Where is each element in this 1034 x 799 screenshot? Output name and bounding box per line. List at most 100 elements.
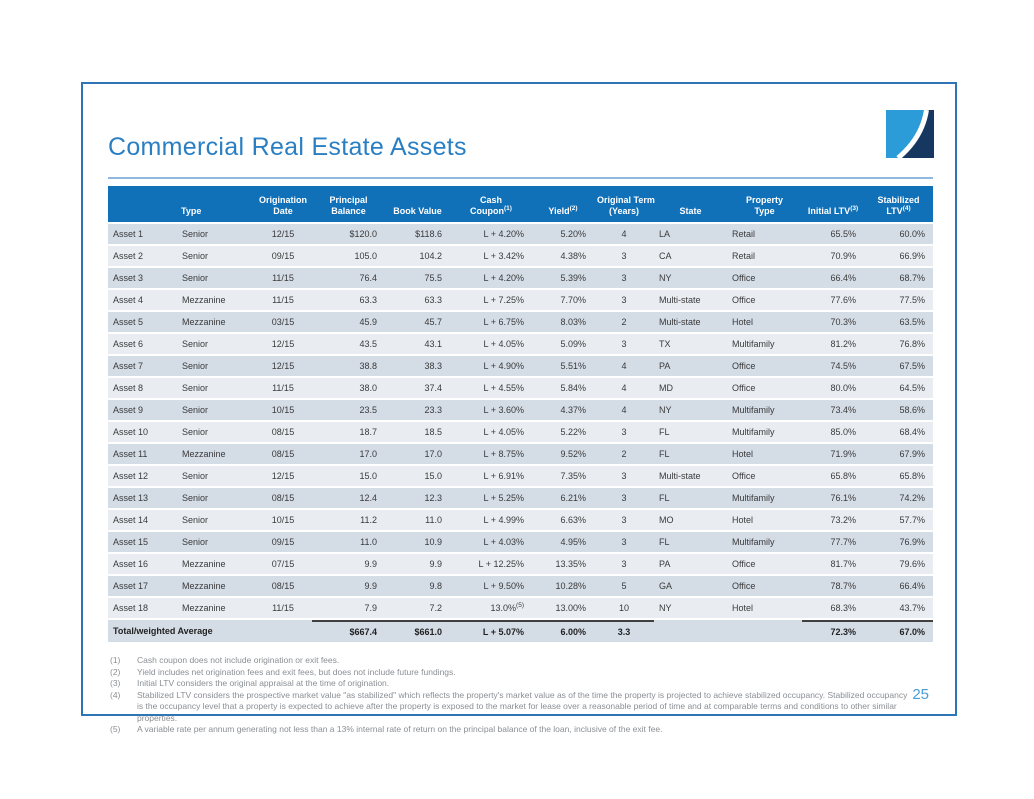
cell-value: 17.0 bbox=[424, 449, 442, 459]
cell-state: PA bbox=[654, 554, 727, 574]
cell-value: NY bbox=[659, 405, 672, 415]
cell-property: Hotel bbox=[727, 312, 802, 332]
cell-yield: 13.00% bbox=[532, 598, 594, 618]
cell-date: 08/15 bbox=[254, 422, 312, 442]
cell-principal: 15.0 bbox=[312, 466, 385, 486]
cell-date: 08/15 bbox=[254, 576, 312, 596]
assets-table: Type Origination Date Principal Balance Book … bbox=[108, 184, 933, 644]
cell-asset: Asset 8 bbox=[108, 378, 177, 398]
cell-coupon: L + 6.91% bbox=[450, 466, 532, 486]
cell-value: 72.3% bbox=[830, 627, 856, 637]
cell-value: Senior bbox=[182, 515, 209, 525]
cell-state: Multi-state bbox=[654, 466, 727, 486]
cell-value: Mezzanine bbox=[182, 603, 226, 613]
cell-value: Asset 11 bbox=[113, 449, 148, 459]
cell-value: 76.9% bbox=[899, 537, 925, 547]
footnote-text: Stabilized LTV considers the prospective… bbox=[137, 689, 908, 723]
cell-value: L + 9.50% bbox=[483, 581, 524, 591]
table-row: Asset 18 Mezzanine 11/15 7.9 7.2 13.0%(5) 13.0… bbox=[108, 598, 933, 618]
cell-term: 4 bbox=[594, 378, 654, 398]
cell-value: 10/15 bbox=[271, 515, 295, 525]
table-header-row: Type Origination Date Principal Balance Book … bbox=[108, 186, 933, 222]
cell-asset: Asset 1 bbox=[108, 224, 177, 244]
cell-state: FL bbox=[654, 488, 727, 508]
cell-value: Mezzanine bbox=[182, 449, 226, 459]
cell-value: LA bbox=[659, 229, 671, 239]
cell-yield: 9.52% bbox=[532, 444, 594, 464]
cell-yield: 10.28% bbox=[532, 576, 594, 596]
cell-property: Multifamily bbox=[727, 488, 802, 508]
cell-stabilized_ltv: 60.0% bbox=[864, 224, 933, 244]
cell-value: 76.4 bbox=[359, 273, 377, 283]
cell-term: 4 bbox=[594, 224, 654, 244]
cell-value: 45.9 bbox=[359, 317, 377, 327]
cell-date: 08/15 bbox=[254, 444, 312, 464]
footnote-text: Yield includes net origination fees and … bbox=[137, 666, 456, 677]
cell-value: 2 bbox=[621, 449, 627, 459]
cell-term: 3 bbox=[594, 268, 654, 288]
cell-value: 64.5% bbox=[899, 383, 925, 393]
col-header-label: Coupon bbox=[470, 206, 505, 216]
cell-asset: Asset 12 bbox=[108, 466, 177, 486]
cell-state: PA bbox=[654, 356, 727, 376]
cell-value: 81.2% bbox=[830, 339, 856, 349]
total-row: Total/weighted Average $667.4 $661.0 L + 5.… bbox=[108, 620, 933, 642]
cell-state: CA bbox=[654, 246, 727, 266]
cell-value: 17.0 bbox=[359, 449, 377, 459]
cell-value: Asset 4 bbox=[113, 295, 144, 305]
cell-value: 63.5% bbox=[899, 317, 925, 327]
cell-stabilized_ltv: 67.0% bbox=[864, 620, 933, 642]
cell-coupon: L + 4.20% bbox=[450, 224, 532, 244]
cell-value: 45.7 bbox=[424, 317, 442, 327]
cell-state: Multi-state bbox=[654, 290, 727, 310]
cell-value: 03/15 bbox=[271, 317, 295, 327]
cell-value: 67.0% bbox=[899, 627, 925, 637]
cell-value: Asset 18 bbox=[113, 603, 149, 613]
cell-value: Mezzanine bbox=[182, 581, 226, 591]
table-row: Asset 4 Mezzanine 11/15 63.3 63.3 L + 7.25% 7.… bbox=[108, 290, 933, 310]
cell-date: 09/15 bbox=[254, 246, 312, 266]
cell-initial_ltv: 66.4% bbox=[802, 268, 864, 288]
cell-value: Senior bbox=[182, 383, 209, 393]
cell-yield: 7.35% bbox=[532, 466, 594, 486]
cell-initial_ltv: 73.4% bbox=[802, 400, 864, 420]
cell-value: 68.3% bbox=[830, 603, 856, 613]
table-row: Asset 2 Senior 09/15 105.0 104.2 L + 3.42% 4.3… bbox=[108, 246, 933, 266]
cell-principal: 7.9 bbox=[312, 598, 385, 618]
cell-value: 15.0 bbox=[424, 471, 442, 481]
cell-book: 10.9 bbox=[385, 532, 450, 552]
cell-value: Retail bbox=[732, 229, 756, 239]
cell-principal: 38.8 bbox=[312, 356, 385, 376]
cell-principal: $667.4 bbox=[312, 620, 385, 642]
cell-term: 5 bbox=[594, 576, 654, 596]
table-body: Asset 1 Senior 12/15 $120.0 $118.6 L + 4.20% 5… bbox=[108, 224, 933, 642]
cell-principal: 45.9 bbox=[312, 312, 385, 332]
cell-value: Hotel bbox=[732, 449, 754, 459]
cell-value: L + 8.75% bbox=[483, 449, 524, 459]
footnote-number: (4) bbox=[110, 689, 121, 700]
table-row: Asset 7 Senior 12/15 38.8 38.3 L + 4.90% 5.51%… bbox=[108, 356, 933, 376]
col-header-label: Stabilized bbox=[877, 195, 920, 205]
cell-property: Office bbox=[727, 356, 802, 376]
cell-principal: 17.0 bbox=[312, 444, 385, 464]
footnote-text: Initial LTV considers the original appra… bbox=[137, 678, 390, 688]
cell-initial_ltv: 70.9% bbox=[802, 246, 864, 266]
cell-asset: Asset 9 bbox=[108, 400, 177, 420]
cell-coupon: L + 4.05% bbox=[450, 334, 532, 354]
cell-date: 11/15 bbox=[254, 598, 312, 618]
cell-initial_ltv: 68.3% bbox=[802, 598, 864, 618]
cell-value: 9.9 bbox=[429, 559, 442, 569]
cell-value: 4.38% bbox=[560, 251, 586, 261]
cell-principal: 105.0 bbox=[312, 246, 385, 266]
cell-principal: 38.0 bbox=[312, 378, 385, 398]
cell-value: 18.5 bbox=[424, 427, 442, 437]
cell-value: 75.5 bbox=[424, 273, 442, 283]
cell-principal: 63.3 bbox=[312, 290, 385, 310]
cell-value: Hotel bbox=[732, 317, 754, 327]
col-header-asset bbox=[108, 186, 177, 222]
footnote-item: (5) A variable rate per annum generating … bbox=[110, 724, 910, 736]
cell-value: Asset 13 bbox=[113, 493, 149, 503]
cell-coupon: L + 4.55% bbox=[450, 378, 532, 398]
cell-book: 9.9 bbox=[385, 554, 450, 574]
cell-value: 23.3 bbox=[424, 405, 442, 415]
